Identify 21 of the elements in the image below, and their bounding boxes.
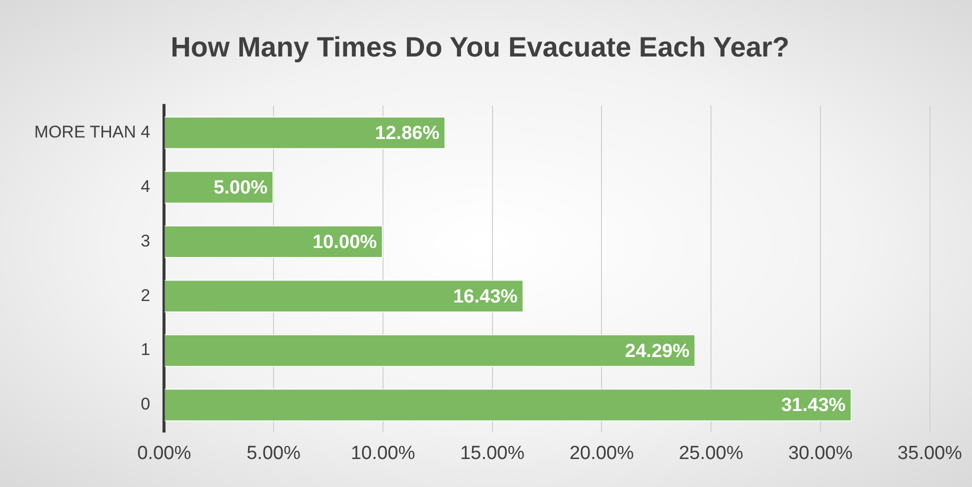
x-tick-label: 5.00% — [246, 442, 301, 464]
data-label: 31.43% — [781, 395, 846, 416]
x-tick-label: 15.00% — [460, 442, 525, 464]
data-label: 16.43% — [453, 286, 518, 308]
chart-title: How Many Times Do You Evacuate Each Year? — [170, 32, 790, 63]
y-tick-label: 1 — [140, 340, 150, 360]
x-tick-label: 10.00% — [350, 442, 416, 464]
y-tick-label: 3 — [140, 231, 150, 250]
y-tick-label: MORE THAN 4 — [34, 122, 150, 142]
y-tick-label: 0 — [140, 394, 150, 414]
x-tick-label: 20.00% — [569, 442, 634, 464]
x-tick-label: 0.00% — [137, 442, 192, 464]
x-tick-label: 30.00% — [788, 442, 853, 464]
x-tick-label: 35.00% — [898, 442, 962, 464]
data-label: 24.29% — [625, 340, 690, 362]
data-label: 5.00% — [214, 177, 268, 198]
x-tick-label: 25.00% — [678, 442, 744, 464]
y-tick-label: 2 — [140, 286, 150, 305]
data-label: 10.00% — [312, 232, 378, 253]
data-label: 12.86% — [375, 123, 440, 144]
y-tick-label: 4 — [140, 176, 150, 196]
